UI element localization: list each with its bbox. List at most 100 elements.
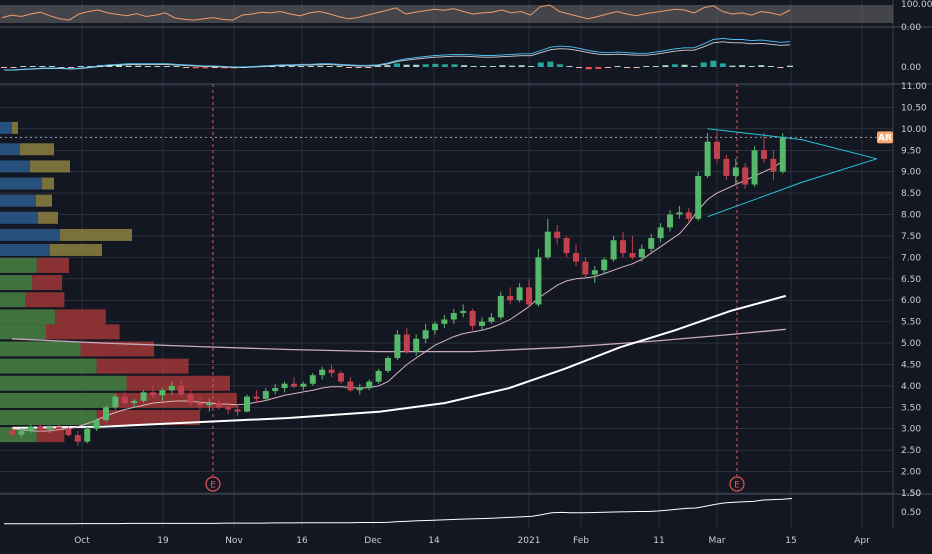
candle-down [526, 287, 532, 305]
candle-down [150, 392, 156, 396]
candle-up [168, 385, 175, 391]
macd-histogram-bar [384, 65, 391, 67]
time-tick-label: Dec [364, 536, 381, 546]
candle-down [714, 141, 720, 159]
candle-up [441, 319, 448, 324]
macd-histogram-bar [624, 67, 631, 68]
macd-histogram-bar [509, 65, 516, 67]
vp-bar-up [0, 275, 33, 291]
candle-up [779, 137, 786, 172]
price-tick-label: 2.50 [901, 446, 921, 456]
vp-bar-up [0, 410, 97, 426]
vp-bar-down [60, 228, 132, 241]
macd-histogram-bar [652, 66, 659, 67]
sma-fast-line [11, 160, 784, 432]
macd-histogram-bar [278, 66, 285, 67]
vp-bar-down [96, 358, 189, 374]
candle-up [704, 141, 711, 176]
time-tick-label: 11 [653, 536, 664, 546]
candle-down [215, 403, 222, 408]
candle-up [356, 388, 363, 391]
macd-histogram-bar [58, 67, 65, 68]
vp-bar-down [36, 194, 52, 207]
candle-down [469, 310, 476, 326]
price-tick-label: 5.00 [901, 339, 921, 349]
time-tick-label: 14 [428, 536, 440, 546]
candle-up [516, 287, 523, 301]
candle-up [648, 238, 655, 249]
macd-histogram-bar [326, 66, 333, 67]
macd-histogram-bar [211, 67, 218, 68]
candle-up [385, 358, 391, 371]
macd-histogram-bar [787, 65, 793, 67]
time-tick-label: 19 [157, 536, 169, 546]
candle-down [74, 435, 81, 442]
price-tick-label: 4.50 [901, 360, 921, 370]
time-tick-label: Apr [854, 536, 870, 546]
candle-up [244, 396, 250, 412]
vp-bar-up [0, 375, 127, 391]
price-tick-label: 3.50 [901, 403, 921, 413]
macd-histogram-bar [374, 66, 381, 67]
vp-bar-down [30, 160, 70, 173]
vp-bar-down [126, 375, 230, 391]
vp-bar-up [0, 341, 81, 357]
candle-up [657, 227, 664, 239]
candle-down [291, 383, 297, 387]
macd-histogram-bar [307, 66, 314, 67]
macd-histogram-bar [729, 65, 736, 67]
candle-up [394, 334, 401, 359]
candle-up [751, 150, 758, 185]
price-tick-label: 11.00 [901, 82, 927, 92]
price-tick-label: 2.00 [901, 468, 921, 478]
triangle-pattern [707, 128, 877, 218]
macd-histogram-bar [691, 66, 698, 67]
candle-down [723, 158, 730, 176]
candle-up [450, 313, 457, 320]
vp-bar-down [42, 177, 54, 190]
rsi-line [1, 4, 791, 21]
candle-up [300, 383, 307, 387]
macd-pane [1, 37, 793, 71]
volume-line [4, 498, 793, 525]
macd-histogram-bar [298, 66, 305, 67]
macd-histogram-bar [662, 65, 669, 67]
vp-bar-up [0, 243, 50, 256]
candle-up [131, 400, 138, 404]
macd-histogram-bar [777, 67, 784, 68]
vp-bar-down [32, 275, 63, 291]
candle-up [667, 214, 673, 228]
candle-down [507, 295, 514, 301]
candle-up [103, 407, 109, 421]
candle-down [582, 261, 589, 275]
vp-bar-down [38, 211, 58, 224]
macd-histogram-bar [394, 63, 400, 67]
price-tick-label: 3.00 [901, 425, 921, 435]
vp-bar-up [0, 121, 12, 134]
candle-up [159, 390, 166, 396]
macd-histogram-bar [87, 66, 94, 67]
candle-down [742, 167, 749, 185]
symbol-price-badge-label: AR [878, 133, 892, 143]
volume-profile [0, 121, 237, 443]
price-tick-label: 10.00 [901, 125, 927, 135]
candle-up [27, 426, 34, 431]
candle-up [375, 370, 382, 382]
macd-histogram-bar [48, 66, 55, 67]
price-tick-label: 9.50 [901, 146, 921, 156]
macd-histogram-bar [20, 66, 27, 67]
macd-histogram-bar [192, 67, 199, 69]
vp-bar-up [0, 309, 56, 325]
macd-histogram-bar [10, 67, 17, 68]
macd-histogram-bar [748, 66, 755, 67]
macd-histogram-bar [365, 67, 372, 68]
candle-down [338, 373, 344, 382]
symbol-price-badge [877, 131, 893, 144]
macd-histogram-bar [355, 67, 362, 68]
axes: 1.50 2.00 2.50 3.00 3.50 4.00 4.50 5.00 5.50 6.00… [74, 0, 932, 546]
macd-histogram-bar [739, 65, 746, 67]
candle-up [610, 240, 617, 260]
macd-histogram-bar [585, 67, 592, 70]
